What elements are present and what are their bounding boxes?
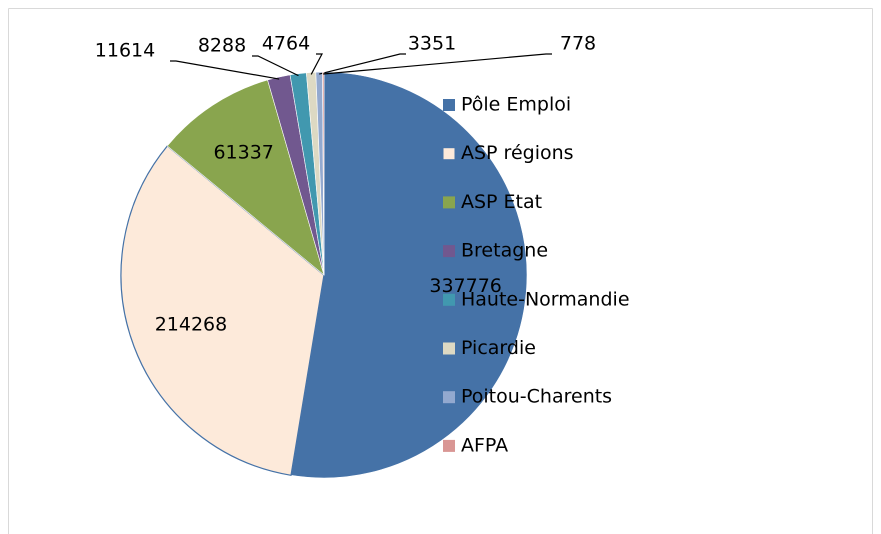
data-label: 4764 [262, 33, 310, 55]
leader-line [170, 60, 280, 80]
legend-label: Bretagne [461, 240, 548, 262]
legend-label: ASP régions [461, 142, 574, 164]
legend-swatch [443, 342, 455, 355]
legend-swatch [443, 293, 455, 306]
legend-label: ASP Etat [461, 191, 542, 213]
data-label: 214268 [155, 313, 228, 335]
data-label: 3351 [408, 33, 456, 55]
leader-line [319, 53, 406, 75]
leader-line [252, 55, 299, 77]
pie-slice [322, 71, 325, 276]
legend-label: Haute-Normandie [461, 288, 630, 310]
legend-label: Picardie [461, 337, 536, 359]
legend-swatch [442, 147, 456, 161]
legend-label: Pôle Emploi [461, 94, 571, 116]
leader-line [310, 53, 323, 75]
pie-slice [166, 79, 325, 276]
data-label: 778 [560, 33, 596, 55]
data-label: 337776 [429, 275, 502, 297]
pie-slice [290, 71, 528, 479]
data-label: 8288 [198, 35, 246, 57]
legend-swatch [443, 245, 455, 258]
leader-line [323, 53, 552, 75]
pie-slice [120, 145, 325, 476]
legend-label: AFPA [461, 434, 508, 456]
data-label: 61337 [213, 141, 273, 163]
legend-swatch [443, 391, 455, 404]
legend-swatch [443, 99, 455, 111]
data-label: 11614 [95, 40, 155, 62]
legend-swatch [443, 439, 455, 452]
legend-label: Poitou-Charents [461, 386, 612, 408]
legend-swatch [443, 196, 455, 209]
